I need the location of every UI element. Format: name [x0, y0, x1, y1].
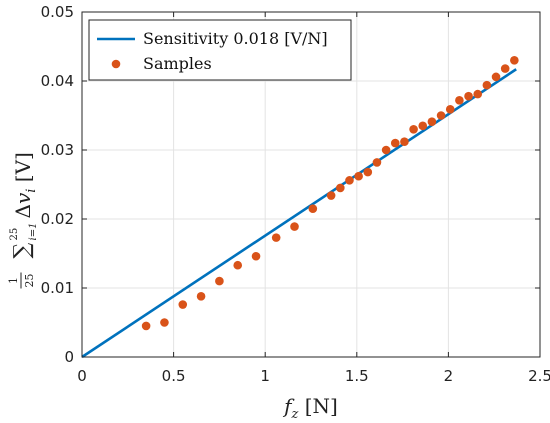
sample-point [482, 80, 492, 90]
labels-layer: 0 0.5 1 1.5 2 2.5 0 0.01 0.02 0.03 0.04 0.05 fz [N] 1… [7, 3, 550, 422]
sample-point [427, 117, 437, 127]
x-tick-label: 2.5 [528, 367, 550, 385]
legend-layer: Sensitivity 0.018 [V/N] Samples [88, 19, 352, 81]
sample-point [418, 121, 428, 131]
axes-layer [81, 11, 541, 358]
x-tick-label: 2 [444, 367, 454, 385]
series-layer [81, 56, 519, 359]
y-tick-label: 0.01 [41, 279, 74, 297]
x-tick-label: 1.5 [345, 367, 369, 385]
sample-point [510, 56, 519, 65]
legend-entry-label: Sensitivity 0.018 [V/N] [143, 29, 328, 48]
sample-point [464, 91, 473, 101]
y-tick-label: 0.04 [41, 72, 74, 90]
sample-point [436, 111, 446, 120]
x-tick-label: 0.5 [162, 367, 186, 385]
y-tick-label: 0.03 [41, 141, 74, 159]
sample-point [363, 167, 373, 177]
sample-point [409, 125, 418, 134]
x-tick-label: 1 [260, 367, 270, 385]
sample-point [455, 96, 464, 105]
x-axis-label: fz [N] [282, 394, 338, 422]
y-tick-label: 0.02 [41, 210, 74, 228]
sample-point [372, 158, 382, 167]
sample-point [141, 321, 151, 331]
sample-point [215, 276, 224, 286]
sample-point [445, 104, 455, 114]
sample-point [326, 191, 336, 200]
sample-point [400, 137, 409, 147]
svg-text:25: 25 [9, 228, 20, 241]
svg-text:i=1: i=1 [28, 223, 39, 241]
sample-point [251, 251, 261, 261]
legend-box [88, 19, 352, 81]
sample-point [233, 260, 243, 270]
sample-point [160, 318, 169, 327]
sample-point [390, 138, 400, 148]
sample-point [271, 233, 281, 242]
y-tick-label: 0 [64, 348, 74, 366]
sample-point [178, 300, 188, 309]
svg-text:Δvi [V]: Δvi [V] [11, 152, 39, 218]
sample-point [196, 291, 206, 301]
svg-text:∑: ∑ [10, 243, 35, 259]
sample-point [345, 176, 354, 185]
sample-point [290, 222, 299, 231]
x-tick-label: 0 [77, 367, 87, 385]
legend-marker-swatch [111, 59, 121, 69]
sample-point [491, 72, 501, 82]
svg-text:1: 1 [7, 277, 20, 284]
y-tick-label: 0.05 [41, 3, 74, 21]
legend-entry-label: Samples [143, 54, 212, 73]
sample-point [473, 89, 483, 99]
sample-point [308, 204, 318, 213]
sample-point [500, 64, 510, 73]
sample-point [381, 145, 391, 155]
svg-text:25: 25 [23, 274, 36, 288]
sample-point [336, 183, 345, 193]
sample-point [354, 171, 363, 181]
plot-frame [81, 11, 541, 358]
